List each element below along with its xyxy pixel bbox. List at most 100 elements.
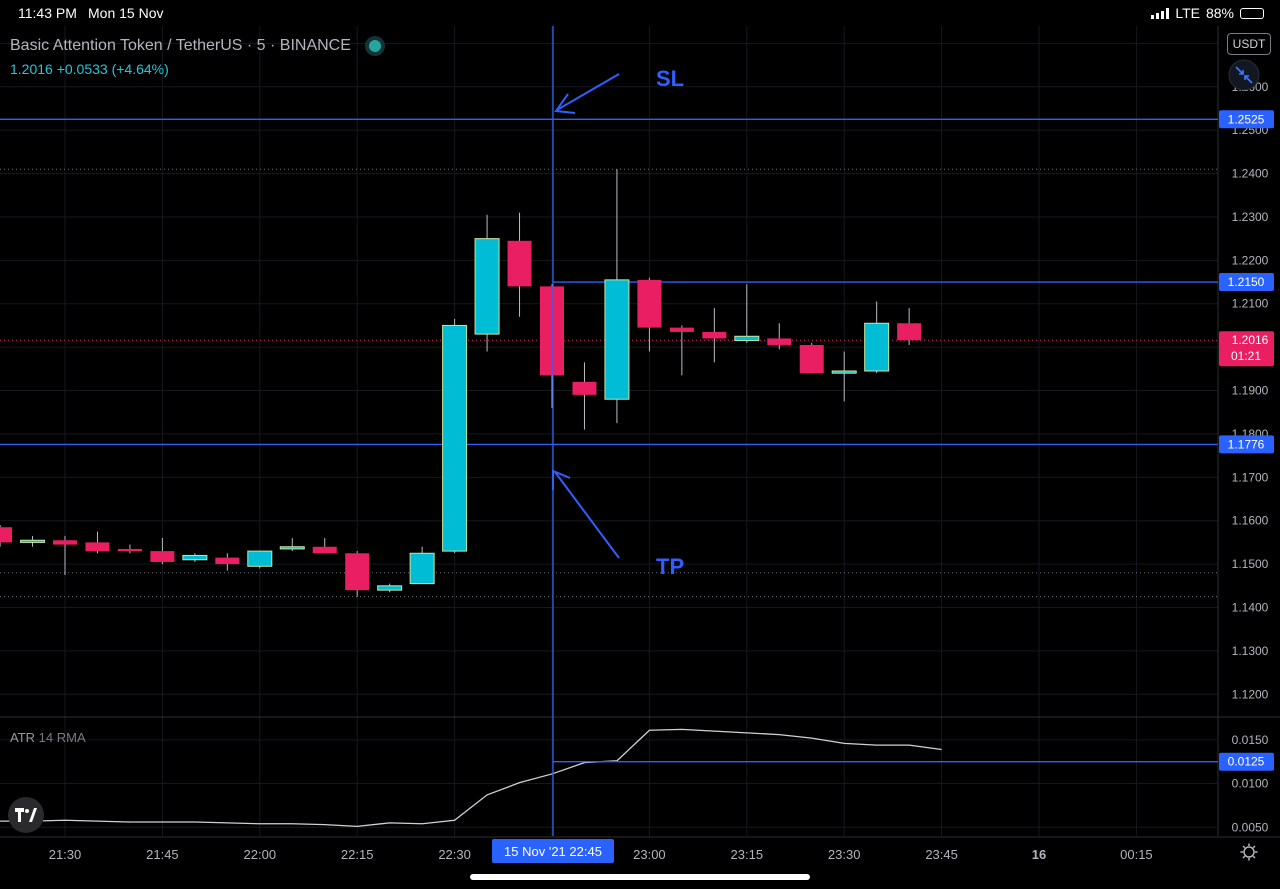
signal-icon [1151,7,1170,19]
gear-tooth [1252,845,1256,849]
status-right: LTE 88% [1151,5,1264,21]
annotations: SL TP [552,66,684,579]
time-tick-label: 21:30 [49,847,82,862]
tradingview-logo-icon[interactable] [8,797,44,833]
network-label: LTE [1175,5,1200,21]
tradingview-mark-icon [15,808,37,822]
candle-body [572,381,597,395]
price-tick-label: 1.2200 [1232,253,1269,267]
scale-button-bg [1228,59,1260,91]
crosshair-time-box [492,839,614,863]
price-tick-label: 1.1900 [1232,384,1269,398]
axes: 21:3021:4522:0022:1522:3022:4523:0023:15… [49,36,1274,863]
atr-tick-label: 0.0050 [1232,820,1269,834]
sl-arrow-head [554,93,576,114]
price-quote: 1.2016 +0.0533 (+4.64%) [10,61,169,77]
level-label-box [1219,435,1274,454]
horizontal-lines [0,118,1218,445]
atr-level-box [1219,752,1274,771]
level-label-box [1219,110,1274,129]
settings-gear-icon[interactable] [1240,843,1258,861]
time-tick-label: 23:30 [828,847,861,862]
candle-body [669,327,694,332]
candle-body [377,585,403,591]
candles [0,169,922,597]
candle-body [247,550,273,567]
candle-body [345,553,370,591]
home-indicator[interactable] [470,874,810,880]
candle-body [182,554,208,561]
time-tick-label: 22:00 [244,847,277,862]
candle-body [702,331,727,339]
current-price-label: 1.2016 [1232,333,1269,347]
auto-scale-button[interactable] [1228,59,1260,91]
gear-circle [1243,846,1255,858]
time-tick-label: 23:00 [633,847,666,862]
atr-tick-label: 0.0150 [1232,733,1269,747]
candle-body [540,286,564,376]
status-date: Mon 15 Nov [88,5,164,21]
price-tick-label: 1.1700 [1232,470,1269,484]
time-tick-label: 22:30 [438,847,471,862]
atr-line [0,728,942,828]
candle-body [637,279,662,328]
status-bar: 11:43 PM Mon 15 Nov LTE 88% [0,0,1280,26]
atr-level-label: 0.0125 [1228,755,1265,769]
candle-body [734,335,760,342]
battery-icon [1240,7,1264,19]
level-label: 1.2525 [1228,112,1265,126]
tp-arrow-line [554,471,620,559]
candle-body [799,344,824,374]
candle-body [767,338,792,345]
candle-body [0,527,13,543]
candle-body [442,324,468,552]
level-label-box [1219,273,1274,292]
currency-button[interactable]: USDT [1227,33,1271,55]
candle-body [215,557,240,565]
candle-body [864,322,890,372]
current-price-box [1219,331,1274,367]
candle-body [604,279,630,400]
time-tick-label: 23:15 [731,847,764,862]
time-tick-label: 22:15 [341,847,374,862]
symbol-title: Basic Attention Token / TetherUS · 5 · B… [10,37,351,54]
crosshair-time-label: 15 Nov '21 22:45 [504,844,602,859]
gear-tooth [1252,855,1256,859]
countdown-label: 01:21 [1231,349,1261,363]
price-tick-label: 1.2400 [1232,167,1269,181]
atr-legend[interactable]: ATR 14 RMA [10,730,86,745]
candle-body [279,546,305,550]
price-tick-label: 1.1300 [1232,644,1269,658]
atr-params: 14 RMA [38,730,86,745]
price-tick-label: 1.2100 [1232,297,1269,311]
candle-body [507,240,532,287]
time-tick-label: 21:45 [146,847,179,862]
tp-label: TP [656,554,684,579]
candle-body [150,551,175,562]
candle-body [85,542,110,552]
gear-tooth [1242,845,1246,849]
grid [0,26,1280,838]
level-label: 1.1776 [1228,437,1265,451]
candle-body [117,548,142,552]
level-label: 1.2150 [1228,275,1265,289]
time-tick-label: 16 [1032,847,1046,862]
time-tick-label: 23:45 [925,847,958,862]
tp-arrow-head [552,469,571,490]
candle-body [312,546,337,554]
symbol-legend[interactable]: Basic Attention Token / TetherUS · 5 · B… [10,36,385,56]
price-tick-label: 1.2300 [1232,210,1269,224]
candle-body [20,539,46,543]
status-time: 11:43 PM [18,5,77,21]
sl-label: SL [656,66,684,91]
price-tick-label: 1.1200 [1232,687,1269,701]
candle-body [409,552,435,585]
sl-arrow-line [556,73,620,111]
collapse-arrows-icon [1235,66,1253,84]
price-tick-label: 1.1500 [1232,557,1269,571]
candle-body [831,370,857,374]
market-status-icon[interactable] [364,36,385,56]
price-tick-label: 1.1400 [1232,601,1269,615]
atr-pane [0,728,1218,828]
